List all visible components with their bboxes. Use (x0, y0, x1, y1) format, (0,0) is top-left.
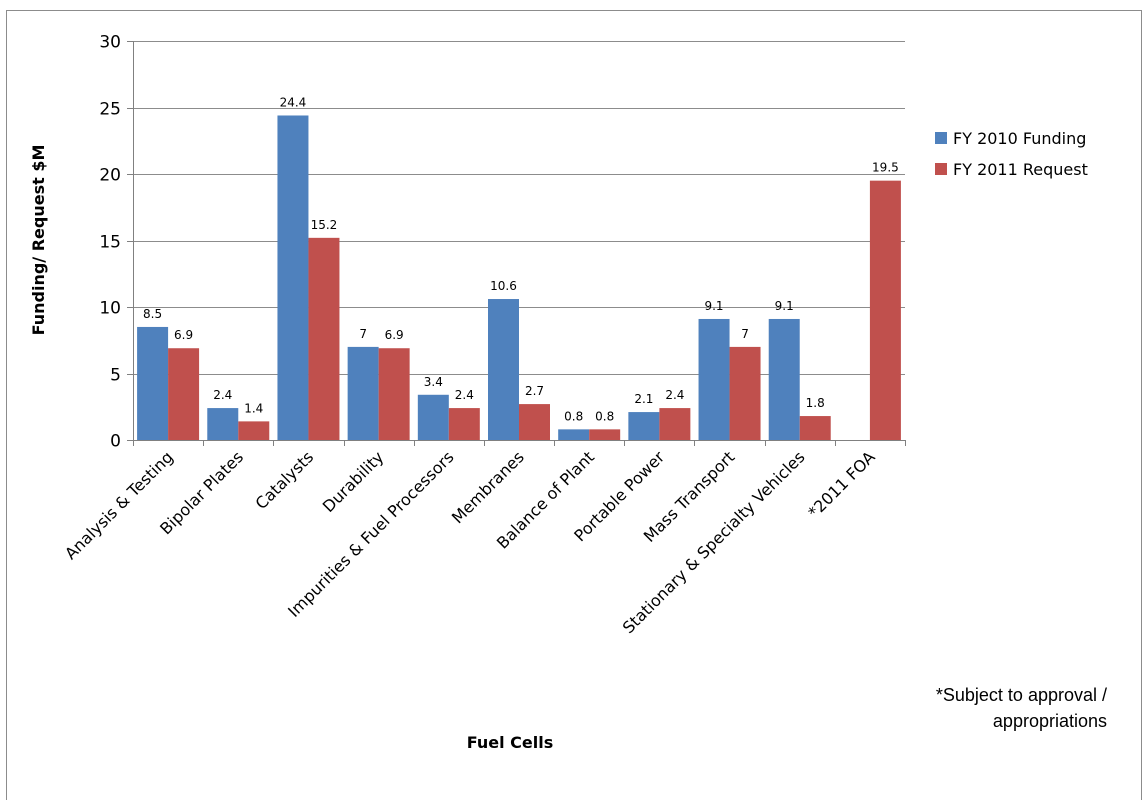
data-label: 8.5 (143, 307, 162, 321)
bar-fy2011 (869, 180, 901, 440)
bar-fy2011 (659, 408, 691, 440)
bar-fy2010 (207, 408, 239, 440)
legend-swatch (935, 163, 947, 175)
data-label: 1.4 (244, 401, 263, 415)
x-axis-title: Fuel Cells (467, 733, 554, 752)
y-axis-title: Funding/ Request $M (29, 145, 48, 336)
bar-fy2011 (378, 348, 410, 440)
x-category-label: *2011 FOA (804, 447, 878, 521)
x-category-label: Analysis & Testing (61, 447, 177, 563)
y-tick-label: 0 (110, 432, 121, 452)
x-category-label: Catalysts (252, 447, 318, 513)
data-label: 1.8 (806, 396, 825, 410)
data-label: 7 (359, 327, 367, 341)
bar-fy2011 (168, 348, 200, 440)
bar-fy2011 (238, 421, 270, 440)
y-tick-labels: 0 5 10 15 20 25 30 (99, 33, 121, 452)
bar-fy2011 (308, 237, 340, 440)
data-label: 2.7 (525, 384, 544, 398)
data-label: 7 (741, 327, 749, 341)
bar-fy2010 (137, 326, 169, 440)
data-label: 9.1 (704, 299, 723, 313)
data-label: 3.4 (424, 375, 443, 389)
bar-fy2010 (558, 429, 590, 440)
bars (137, 115, 901, 440)
bar-fy2010 (417, 394, 449, 440)
y-tick-label: 10 (99, 299, 121, 319)
footnote-line-2: appropriations (993, 711, 1107, 731)
y-tick-label: 30 (99, 33, 121, 53)
data-label: 9.1 (775, 299, 794, 313)
data-label: 0.8 (595, 409, 614, 423)
bar-fy2011 (729, 346, 761, 440)
data-label: 2.1 (634, 392, 653, 406)
data-label: 10.6 (490, 279, 517, 293)
data-label: 24.4 (280, 95, 307, 109)
y-tick-label: 25 (99, 100, 121, 120)
bar-fy2010 (628, 412, 660, 440)
data-label: 2.4 (665, 388, 684, 402)
chart-frame (6, 10, 1142, 800)
bar-fy2010 (768, 318, 800, 440)
data-label: 2.4 (213, 388, 232, 402)
data-label: 6.9 (385, 328, 404, 342)
bar-fy2010 (488, 299, 519, 440)
bar-fy2010 (347, 346, 379, 440)
y-tick-label: 15 (99, 233, 121, 253)
legend-entry: FY 2010 Funding (953, 129, 1086, 148)
data-label: 0.8 (564, 409, 583, 423)
bar-fy2010 (277, 115, 309, 440)
legend-entry: FY 2011 Request (953, 160, 1088, 179)
bar-fy2011 (799, 416, 831, 440)
bar-fy2011 (589, 429, 621, 440)
data-label: 2.4 (455, 388, 474, 402)
y-tick-label: 5 (110, 366, 121, 386)
data-label: 15.2 (311, 218, 338, 232)
legend-swatch (935, 132, 947, 144)
footnote-line-1: *Subject to approval / (936, 685, 1107, 705)
data-label: 19.5 (872, 161, 899, 175)
y-tick-label: 20 (99, 166, 121, 186)
x-category-label: Durability (319, 447, 388, 516)
bar-fy2011 (448, 408, 480, 440)
bar-fy2010 (698, 318, 730, 440)
bar-fy2011 (519, 404, 550, 440)
legend: FY 2010 Funding FY 2011 Request (935, 129, 1088, 179)
data-labels: 8.5 6.9 2.4 1.4 24.4 15.2 7 6.9 3.4 2.4 10.6 2.7 0.8… (143, 95, 899, 423)
data-label: 6.9 (174, 328, 193, 342)
